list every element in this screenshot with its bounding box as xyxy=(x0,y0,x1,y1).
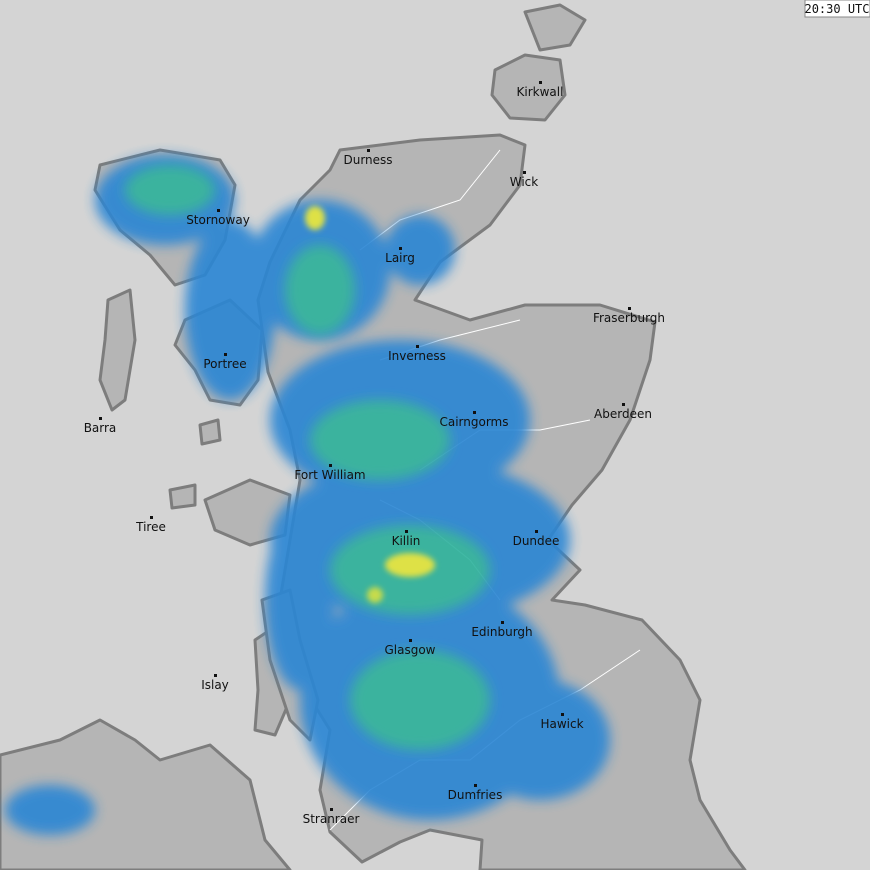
ireland xyxy=(0,718,292,870)
rain-echo xyxy=(305,206,325,230)
tiree-coll xyxy=(168,483,197,510)
place-dot xyxy=(224,353,227,356)
place-label: Fraserburgh xyxy=(593,311,665,325)
rain-echo xyxy=(125,165,215,215)
place-label: Cairngorms xyxy=(439,415,508,429)
place-label: Kirkwall xyxy=(517,85,564,99)
rain-echo xyxy=(265,510,335,690)
place-label: Killin xyxy=(392,534,421,548)
orkney xyxy=(490,53,567,122)
place-dot xyxy=(501,621,504,624)
place-label: Dumfries xyxy=(448,788,503,802)
place-dot xyxy=(622,403,625,406)
rain-echo xyxy=(5,785,95,835)
place-dot xyxy=(217,209,220,212)
place-labels: Kirkwall Durness Wick Stornoway Lairg Fraserb… xyxy=(84,81,665,826)
place-label: Durness xyxy=(343,153,392,167)
rain-echo xyxy=(285,245,355,335)
rain-echo xyxy=(470,680,610,800)
place-dot xyxy=(150,516,153,519)
place-dot xyxy=(329,464,332,467)
place-dot xyxy=(416,345,419,348)
place-label: Wick xyxy=(510,175,539,189)
place-dot xyxy=(330,808,333,811)
place-label: Aberdeen xyxy=(594,407,652,421)
place-dot xyxy=(399,247,402,250)
place-label: Stranraer xyxy=(303,812,360,826)
place-label: Dundee xyxy=(513,534,560,548)
place-label: Islay xyxy=(201,678,229,692)
place-label: Edinburgh xyxy=(471,625,532,639)
rain-echo xyxy=(385,553,435,577)
small-isle xyxy=(198,418,222,446)
place-label: Hawick xyxy=(540,717,583,731)
place-label: Lairg xyxy=(385,251,415,265)
shetland xyxy=(523,3,587,52)
place-dot xyxy=(99,417,102,420)
place-dot xyxy=(367,149,370,152)
place-dot xyxy=(405,530,408,533)
place-label: Tiree xyxy=(135,520,166,534)
place-label: Stornoway xyxy=(186,213,250,227)
rain-echo xyxy=(310,400,450,480)
uist xyxy=(98,288,137,412)
place-dot xyxy=(214,674,217,677)
rain-echo xyxy=(350,650,490,750)
place-dot xyxy=(523,171,526,174)
place-dot xyxy=(474,784,477,787)
timestamp: 20:30 UTC xyxy=(804,2,869,16)
place-label: Barra xyxy=(84,421,117,435)
place-label: Inverness xyxy=(388,349,446,363)
place-dot xyxy=(539,81,542,84)
rain-layer xyxy=(5,155,610,835)
place-label: Fort William xyxy=(294,468,365,482)
rain-echo xyxy=(367,587,383,603)
place-dot xyxy=(535,530,538,533)
place-label: Portree xyxy=(203,357,246,371)
timestamp-box xyxy=(804,0,870,18)
place-dot xyxy=(628,307,631,310)
place-dot xyxy=(561,713,564,716)
rain-echo xyxy=(385,215,455,285)
place-dot xyxy=(409,639,412,642)
place-label: Glasgow xyxy=(384,643,435,657)
place-dot xyxy=(473,411,476,414)
